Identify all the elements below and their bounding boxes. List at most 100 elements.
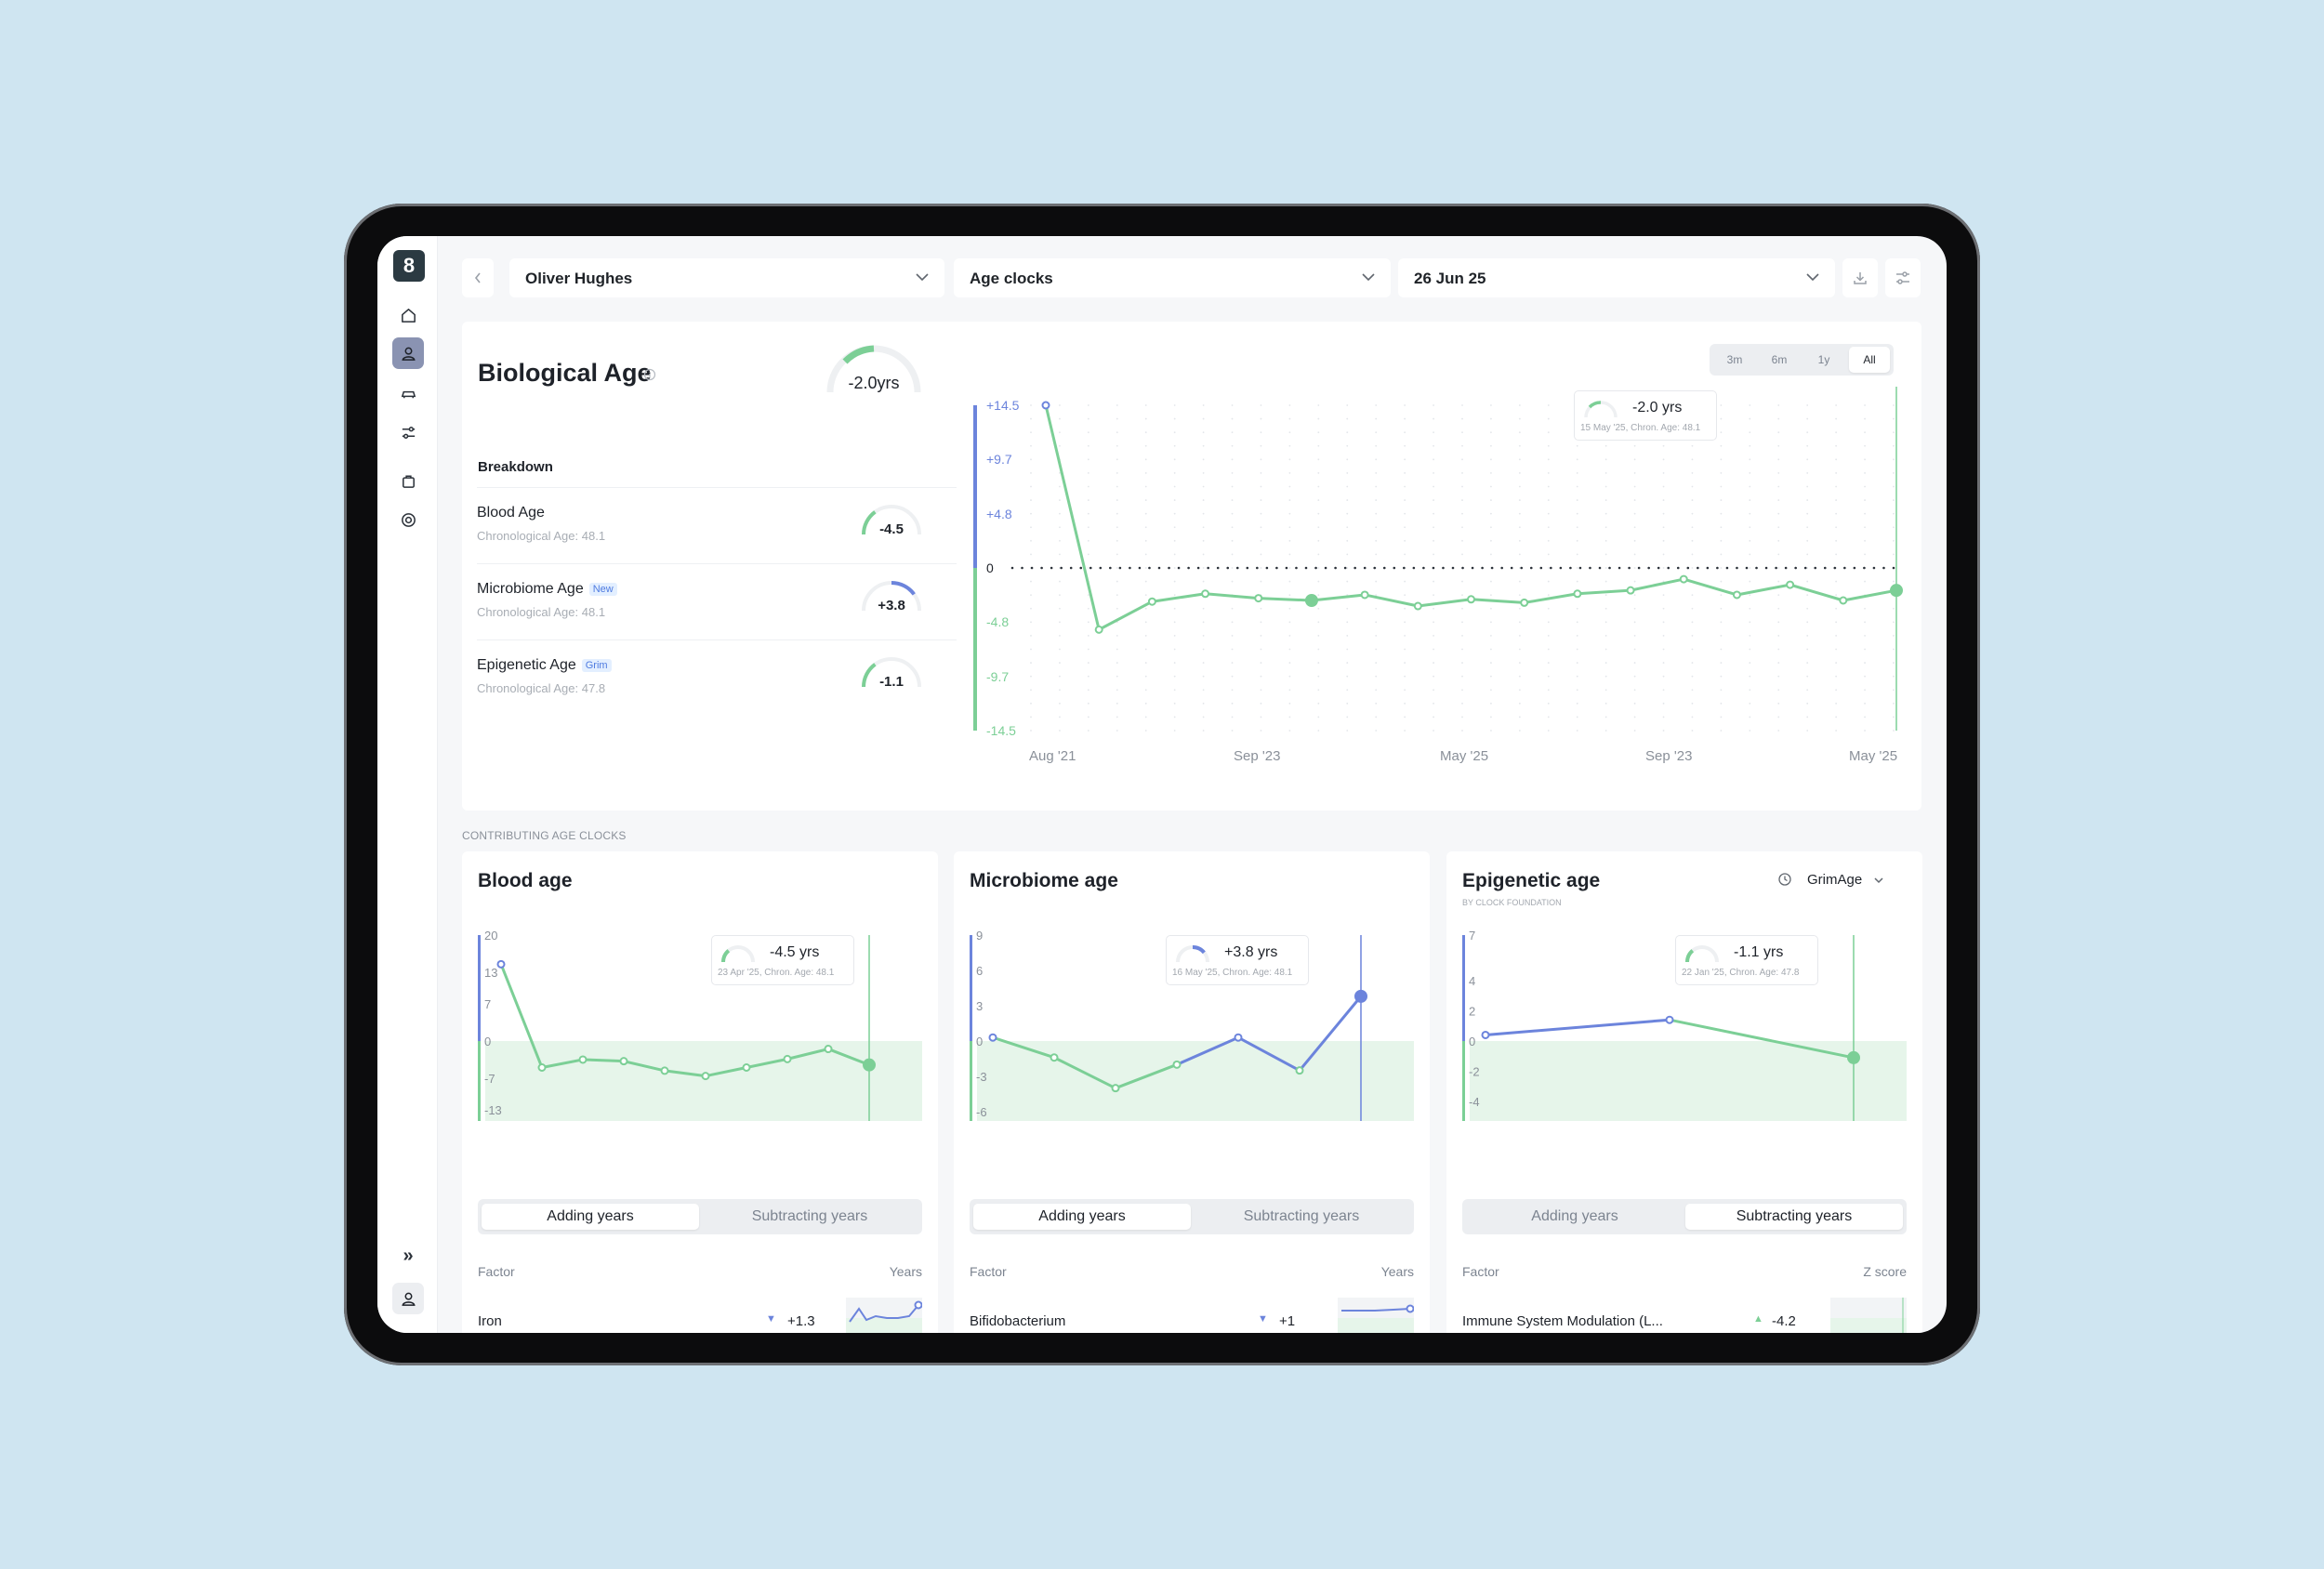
- y-tick: 7: [1469, 929, 1475, 943]
- range-1y[interactable]: 1y: [1817, 353, 1830, 366]
- sliders-icon[interactable]: [392, 416, 424, 448]
- back-button[interactable]: [462, 258, 494, 297]
- breakdown-gauge: [862, 581, 921, 612]
- data-point: [1254, 594, 1263, 603]
- bag-icon[interactable]: [392, 465, 424, 496]
- y-tick: 0: [484, 1035, 491, 1048]
- bio-gauge-value: -2.0yrs: [848, 374, 900, 392]
- data-point: [1295, 1066, 1304, 1075]
- y-tick: -13: [484, 1103, 502, 1117]
- patient-select[interactable]: Oliver Hughes: [509, 258, 944, 297]
- bio-title: Biological Age: [478, 359, 652, 387]
- view-select[interactable]: Age clocks: [954, 258, 1391, 297]
- y-tick: 6: [976, 964, 983, 978]
- series-segment: [1577, 588, 1631, 596]
- factor-sparkline: [1338, 1298, 1414, 1333]
- home-icon[interactable]: [392, 299, 424, 331]
- tooltip-value: +3.8 yrs: [1224, 944, 1278, 960]
- adding-years-tab[interactable]: Adding years: [973, 1204, 1191, 1230]
- bio-chart-tooltip: -2.0 yrs 15 May '25, Chron. Age: 48.1: [1574, 390, 1717, 441]
- x-tick: May '25: [1440, 748, 1488, 764]
- y-tick: -4: [1469, 1095, 1480, 1109]
- series-segment: [1205, 592, 1259, 600]
- y-tick: 0: [986, 560, 994, 575]
- download-button[interactable]: [1842, 258, 1878, 297]
- adding-years-tab[interactable]: Adding years: [1531, 1208, 1618, 1224]
- data-point: [1172, 1060, 1182, 1069]
- clock-icon: [1778, 873, 1791, 886]
- data-point: [701, 1072, 710, 1081]
- axis-bar-negative: [973, 568, 977, 731]
- series-segment: [582, 1058, 625, 1063]
- series-segment: [1630, 577, 1684, 592]
- axis-bar-negative: [478, 1041, 481, 1121]
- range-all[interactable]: All: [1849, 347, 1890, 373]
- filters-button[interactable]: [1885, 258, 1921, 297]
- series-segment: [1115, 1062, 1178, 1090]
- series-segment: [1485, 1018, 1670, 1036]
- expand-sidebar-icon[interactable]: »: [403, 1245, 414, 1266]
- negative-band: [1470, 1041, 1907, 1121]
- breakdown-sub: Chronological Age: 48.1: [477, 605, 606, 619]
- breakdown-value: +3.8: [878, 598, 905, 613]
- data-point: [1520, 598, 1529, 607]
- data-point: [1679, 574, 1688, 584]
- data-point: [1890, 584, 1903, 598]
- series-segment: [1418, 598, 1472, 608]
- data-point: [1467, 595, 1475, 604]
- factor-name[interactable]: Bifidobacterium: [970, 1313, 1066, 1329]
- app-logo[interactable]: 8: [393, 250, 425, 282]
- breakdown-row[interactable]: Microbiome Age New Chronological Age: 48.…: [477, 563, 957, 639]
- range-6m[interactable]: 6m: [1771, 353, 1788, 366]
- info-icon[interactable]: [643, 368, 656, 381]
- chevron-down-icon: [916, 273, 929, 282]
- tooltip-gauge: [1176, 945, 1209, 963]
- user-icon[interactable]: [392, 337, 424, 369]
- tooltip-date: 16 May '25, Chron. Age: 48.1: [1172, 968, 1293, 978]
- data-point: [863, 1058, 876, 1072]
- y-tick: 3: [976, 999, 983, 1013]
- factor-name[interactable]: Iron: [478, 1313, 502, 1329]
- data-point: [1732, 590, 1741, 600]
- car-icon[interactable]: [392, 377, 424, 409]
- series-segment: [499, 963, 544, 1069]
- factor-name[interactable]: Immune System Modulation (L...: [1462, 1313, 1663, 1329]
- breakdown-row[interactable]: Blood Age Chronological Age: 48.1 -4.5: [477, 487, 957, 562]
- account-user-icon[interactable]: [392, 1283, 424, 1314]
- chevron-down-icon: [1874, 877, 1883, 884]
- biological-age-card: Biological Age -2.0yrs Breakdown Blood A…: [462, 322, 1921, 811]
- series-segment: [1471, 598, 1525, 604]
- adding-subtracting-toggle: Adding years Subtracting years: [478, 1199, 922, 1234]
- subtracting-years-tab[interactable]: Subtracting years: [1243, 1208, 1360, 1224]
- series-segment: [1152, 592, 1206, 603]
- y-tick: -3: [976, 1070, 987, 1084]
- subtracting-years-tab[interactable]: Subtracting years: [751, 1208, 868, 1224]
- series-segment: [746, 1057, 788, 1069]
- x-tick: Sep '23: [1645, 748, 1692, 764]
- breakdown-row[interactable]: Epigenetic Age Grim Chronological Age: 47…: [477, 639, 957, 715]
- series-segment: [1669, 1018, 1855, 1060]
- axis-bar-negative: [970, 1041, 972, 1121]
- data-point: [1626, 586, 1635, 595]
- date-select[interactable]: 26 Jun 25: [1398, 258, 1835, 297]
- data-point: [1050, 1053, 1059, 1062]
- data-point: [1354, 989, 1367, 1003]
- series-segment: [1683, 577, 1737, 597]
- adding-years-tab[interactable]: Adding years: [482, 1204, 699, 1230]
- lifebuoy-icon[interactable]: [392, 504, 424, 535]
- tooltip-value: -4.5 yrs: [770, 944, 820, 960]
- factor-value: -4.2: [1772, 1313, 1796, 1329]
- series-segment: [1789, 583, 1844, 602]
- range-3m[interactable]: 3m: [1726, 353, 1743, 366]
- y-tick: -4.8: [986, 614, 1009, 629]
- series-segment: [623, 1060, 666, 1073]
- series-segment: [1237, 1035, 1301, 1072]
- subtracting-years-tab[interactable]: Subtracting years: [1685, 1204, 1903, 1230]
- breakdown-title: Blood Age: [477, 505, 545, 521]
- series-segment: [1258, 597, 1313, 602]
- breakdown-badge: New: [588, 582, 617, 596]
- breakdown-title: Epigenetic Age Grim: [477, 657, 612, 674]
